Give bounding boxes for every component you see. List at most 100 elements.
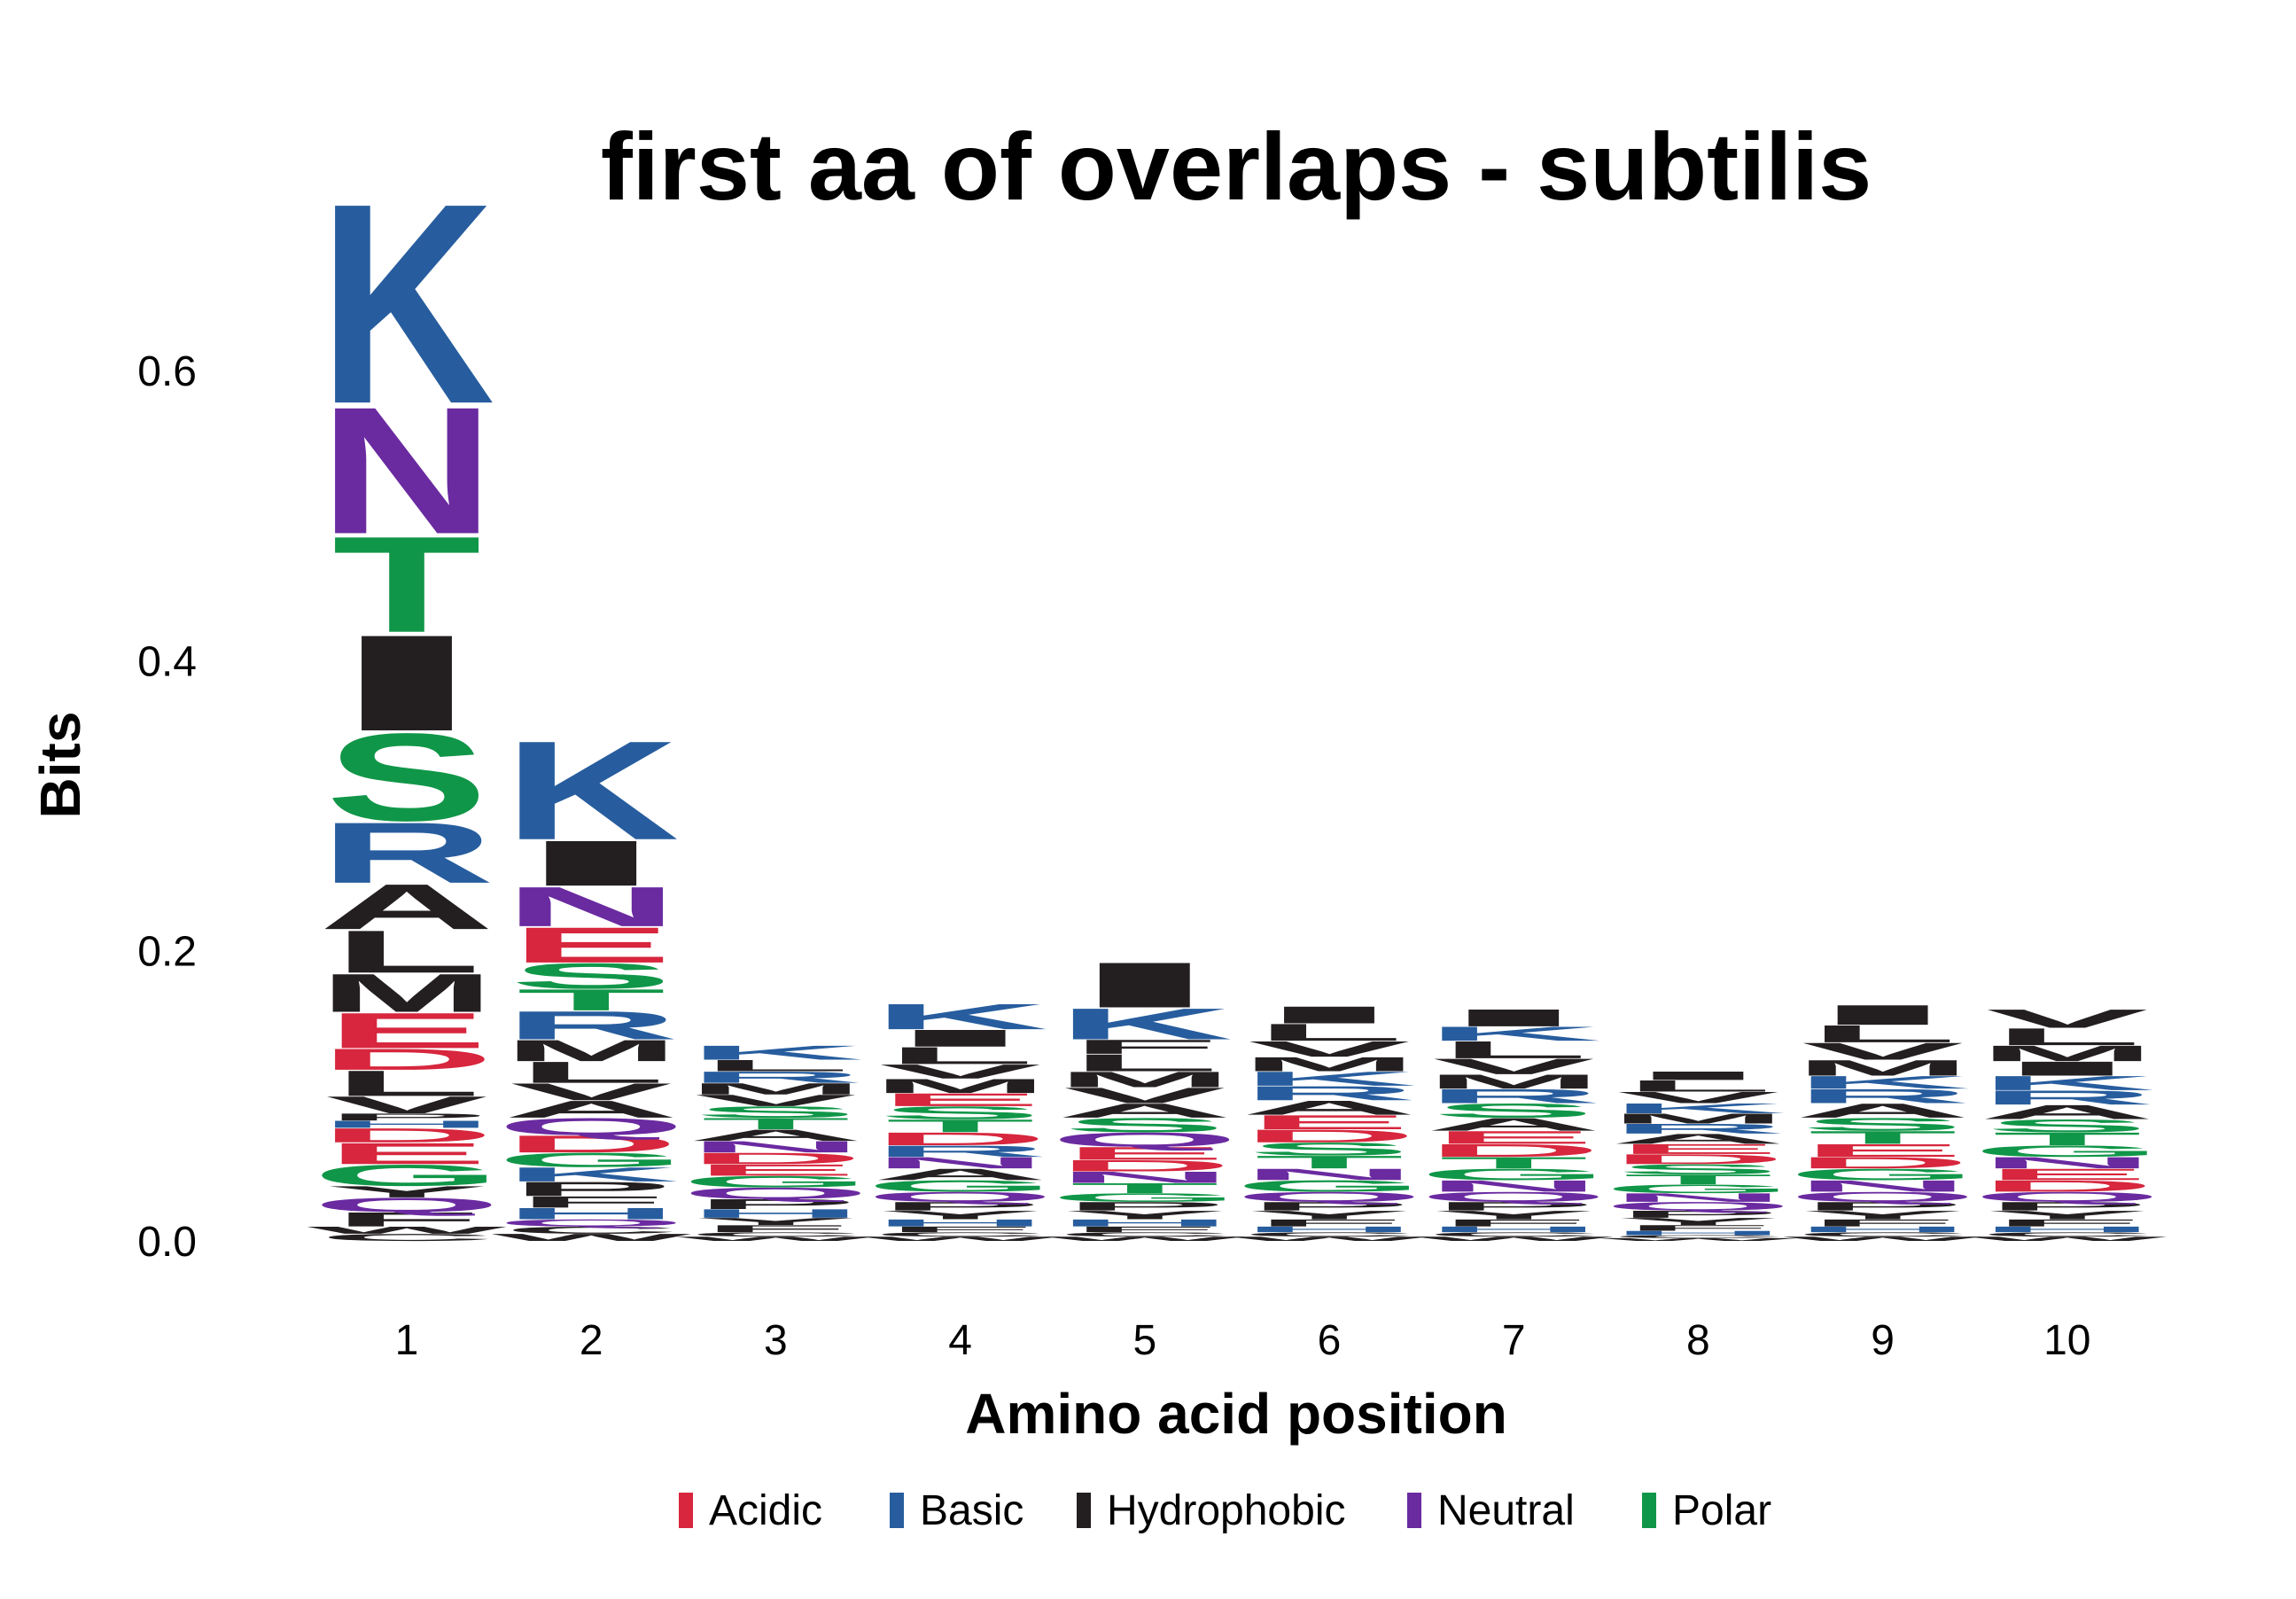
logo-letter-T: T: [517, 983, 665, 1017]
logo-letter-L: L: [886, 1042, 1035, 1069]
logo-letter-L: L: [1439, 1036, 1588, 1063]
logo-letter-A: A: [319, 870, 495, 942]
x-tick-label: 1: [395, 1317, 419, 1364]
logo-letter-F: F: [886, 1225, 1035, 1234]
legend-label-acidic: Acidic: [709, 1487, 822, 1534]
logo-letter-D: D: [1980, 1177, 2156, 1195]
logo-letter-N: N: [872, 1154, 1048, 1172]
logo-letter-V: V: [1802, 1038, 1964, 1065]
logo-letter-E: E: [1617, 1142, 1779, 1158]
logo-letter-K: K: [1426, 1023, 1602, 1045]
logo-letter-Y: Y: [1063, 1208, 1226, 1221]
logo-letter-H: H: [1980, 1225, 2156, 1234]
logo-letter-C: C: [319, 1232, 495, 1244]
logo-letter-N: N: [503, 876, 680, 939]
logo-letter-Y: Y: [1617, 1216, 1779, 1228]
logo-letter-T: T: [1439, 1154, 1588, 1172]
logo-letter-W: W: [307, 1225, 507, 1236]
logo-letter-Y: Y: [1802, 1208, 1964, 1221]
logo-letter-I: I: [1981, 1057, 2154, 1080]
logo-letter-A: A: [1057, 1099, 1234, 1121]
logo-letter-G: G: [1603, 1182, 1793, 1196]
logo-letter-P: P: [1617, 1209, 1779, 1221]
logo-letter-H: H: [1426, 1225, 1602, 1234]
logo-letter-R: R: [503, 1002, 680, 1048]
logo-letter-F: F: [1809, 1217, 1957, 1228]
legend-swatch-neutral: [1407, 1493, 1421, 1528]
logo-letter-C: C: [1610, 1235, 1786, 1239]
logo-letter-M: M: [1979, 1041, 2155, 1065]
logo-letter-S: S: [1986, 1116, 2148, 1136]
logo-letter-M: M: [503, 1034, 680, 1067]
logo-letter-Q: Q: [1419, 1190, 1608, 1205]
legend-swatch-acidic: [679, 1493, 693, 1528]
logo-letter-S: S: [1432, 1099, 1594, 1121]
logo-letter-D: D: [872, 1129, 1048, 1150]
logo-letter-G: G: [1234, 1177, 1424, 1195]
logo-letter-W: W: [1599, 1237, 1799, 1242]
logo-letter-M: M: [1056, 1067, 1233, 1092]
logo-letter-V: V: [695, 1091, 857, 1109]
logo-letter-A: A: [1610, 1131, 1786, 1147]
logo-letter-I: I: [1611, 1069, 1785, 1082]
logo-letter-C: C: [1426, 1231, 1602, 1238]
chart-title: first aa of overlaps - subtilis: [601, 113, 1872, 220]
legend: Acidic Basic Hydrophobic Neutral Polar: [679, 1487, 1771, 1534]
logo-letter-D: D: [319, 1042, 495, 1076]
logo-letter-K: K: [688, 1041, 864, 1064]
logo-letter-A: A: [1980, 1101, 2156, 1123]
legend-label-hydrophobic: Hydrophobic: [1107, 1487, 1345, 1534]
y-tick-label: 0.4: [137, 638, 197, 685]
logo-letter-D: D: [1241, 1126, 1418, 1146]
logo-letter-T: T: [332, 508, 481, 661]
logo-letter-P: P: [879, 1199, 1041, 1213]
logo-letter-L: L: [517, 1056, 665, 1089]
logo-letter-H: H: [319, 1119, 495, 1130]
legend-label-neutral: Neutral: [1437, 1487, 1575, 1534]
logo-letter-Q: Q: [496, 1113, 686, 1140]
logo-letter-G: G: [496, 1149, 686, 1171]
logo-letter-F: F: [1255, 1217, 1404, 1228]
logo-letter-P: P: [1063, 1199, 1226, 1213]
logo-letter-C: C: [1794, 1231, 1971, 1238]
logo-letter-V: V: [1063, 1083, 1226, 1108]
logo-letter-G: G: [1973, 1143, 2162, 1160]
x-tick-label: 4: [948, 1317, 972, 1364]
logo-letter-F: F: [1993, 1217, 2142, 1228]
logo-letter-T: T: [1255, 1152, 1404, 1173]
x-tick-label: 9: [1871, 1317, 1895, 1364]
x-tick-label: 10: [2043, 1317, 2090, 1364]
legend-swatch-hydrophobic: [1077, 1493, 1091, 1528]
logo-letter-F: F: [1439, 1217, 1588, 1228]
logo-letter-F: F: [1623, 1223, 1772, 1232]
logo-letter-D: D: [1794, 1154, 1971, 1172]
logo-letter-Y: Y: [1432, 1208, 1594, 1221]
logo-letter-H: H: [1057, 1217, 1234, 1228]
logo-letter-A: A: [1426, 1114, 1602, 1135]
logo-letter-F: F: [701, 1223, 850, 1235]
logo-letter-Q: Q: [496, 1217, 686, 1228]
logo-letter-T: T: [886, 1116, 1035, 1136]
logo-letter-K: K: [1794, 1072, 1971, 1093]
logo-letter-R: R: [319, 804, 495, 901]
logo-letter-H: H: [503, 1205, 680, 1222]
legend-swatch-basic: [890, 1493, 904, 1528]
logo-letter-S: S: [879, 1103, 1041, 1123]
logo-letter-R: R: [1426, 1085, 1602, 1107]
logo-letter-D: D: [688, 1150, 864, 1167]
logo-letter-V: V: [510, 1079, 672, 1105]
logo-letter-W: W: [1967, 1236, 2168, 1243]
logo-letter-V: V: [1617, 1088, 1779, 1106]
logo-letter-C: C: [872, 1231, 1048, 1238]
logo-letter-V: V: [1248, 1037, 1410, 1062]
logo-letter-L: L: [1623, 1077, 1772, 1095]
logo-letter-E: E: [510, 917, 672, 974]
x-tick-label: 5: [1132, 1317, 1156, 1364]
logo-letter-Q: Q: [1234, 1190, 1424, 1205]
logo-letter-H: H: [688, 1207, 864, 1221]
logo-letter-M: M: [688, 1080, 864, 1097]
logo-letter-E: E: [325, 1002, 487, 1059]
logo-letter-S: S: [695, 1104, 857, 1121]
logo-letter-D: D: [1426, 1141, 1602, 1161]
